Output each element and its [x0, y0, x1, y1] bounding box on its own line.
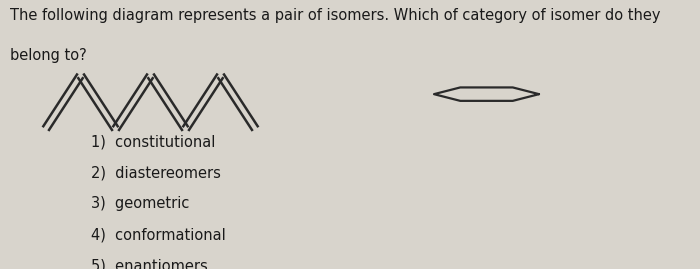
- Text: belong to?: belong to?: [10, 48, 88, 63]
- Text: The following diagram represents a pair of isomers. Which of category of isomer : The following diagram represents a pair …: [10, 8, 661, 23]
- Text: 5)  enantiomers: 5) enantiomers: [91, 258, 208, 269]
- Text: 1)  constitutional: 1) constitutional: [91, 134, 216, 150]
- Text: 2)  diastereomers: 2) diastereomers: [91, 165, 221, 180]
- Text: 4)  conformational: 4) conformational: [91, 227, 225, 242]
- Text: 3)  geometric: 3) geometric: [91, 196, 190, 211]
